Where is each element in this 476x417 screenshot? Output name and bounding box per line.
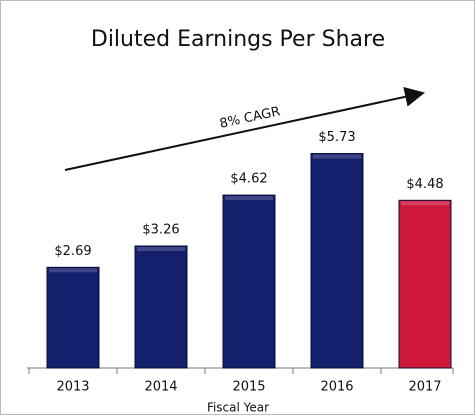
bar (398, 199, 452, 369)
bar-highlight (225, 196, 273, 201)
x-tick-label: 2016 (320, 380, 353, 395)
bar (134, 245, 188, 369)
bar-highlight (401, 201, 449, 206)
data-label: $4.62 (230, 172, 267, 187)
data-label: $5.73 (318, 130, 355, 145)
chart-title: Diluted Earnings Per Share (91, 27, 385, 52)
data-label: $3.26 (142, 222, 179, 237)
x-tick-label: 2017 (408, 380, 441, 395)
x-tick-label: 2013 (56, 380, 89, 395)
data-label: $4.48 (406, 177, 443, 192)
bar (46, 266, 100, 369)
x-tick-label: 2015 (232, 380, 265, 395)
x-axis-label: Fiscal Year (207, 401, 269, 415)
x-tick-label: 2014 (144, 380, 177, 395)
bar-highlight (137, 246, 185, 251)
bar-highlight (49, 268, 97, 273)
cagr-arrow (64, 87, 425, 171)
bar-highlight (313, 154, 361, 159)
bar (310, 153, 364, 369)
bar (222, 194, 276, 369)
data-label: $2.69 (54, 244, 91, 259)
